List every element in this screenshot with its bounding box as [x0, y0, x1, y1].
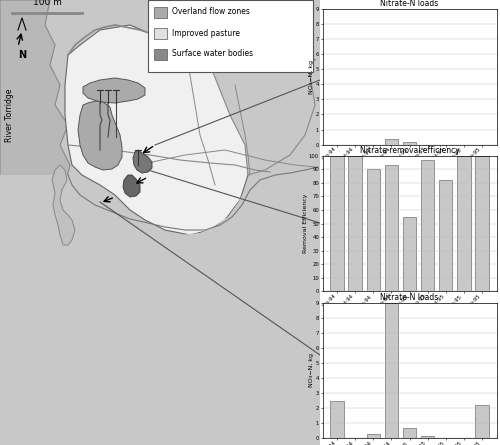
- Text: Overland flow zones: Overland flow zones: [172, 8, 250, 16]
- Bar: [384, 139, 398, 145]
- Y-axis label: NO₃−N, kg: NO₃−N, kg: [310, 60, 314, 94]
- Bar: [154, 7, 167, 18]
- Text: N: N: [18, 50, 26, 60]
- Bar: [402, 142, 416, 145]
- Bar: [366, 434, 380, 438]
- X-axis label: Month: Month: [400, 164, 419, 169]
- Text: Improved pasture: Improved pasture: [172, 28, 240, 37]
- Bar: [421, 160, 434, 291]
- Bar: [421, 436, 434, 438]
- Polygon shape: [133, 150, 152, 173]
- Bar: [330, 156, 344, 291]
- Text: 100 m: 100 m: [32, 0, 62, 7]
- Title: Nitrate-N loads: Nitrate-N loads: [380, 0, 438, 8]
- X-axis label: Month: Month: [400, 311, 419, 316]
- Bar: [457, 156, 470, 291]
- Polygon shape: [0, 0, 75, 445]
- Polygon shape: [123, 175, 140, 197]
- Bar: [366, 170, 380, 291]
- Bar: [384, 165, 398, 291]
- Text: River Torridge: River Torridge: [6, 88, 15, 142]
- Polygon shape: [165, 25, 315, 175]
- Y-axis label: NO₃−N, kg: NO₃−N, kg: [310, 353, 314, 388]
- Polygon shape: [52, 165, 75, 245]
- Bar: [154, 49, 167, 60]
- Bar: [384, 303, 398, 438]
- Text: Surface water bodies: Surface water bodies: [172, 49, 253, 58]
- Y-axis label: Removal Efficiency: Removal Efficiency: [302, 194, 308, 253]
- Bar: [148, 0, 313, 72]
- Polygon shape: [78, 101, 122, 170]
- Bar: [402, 428, 416, 438]
- Bar: [475, 156, 488, 291]
- Bar: [154, 28, 167, 39]
- Bar: [439, 437, 452, 438]
- Bar: [348, 156, 362, 291]
- Polygon shape: [0, 165, 315, 445]
- Polygon shape: [83, 78, 145, 103]
- Title: Nitrate-N loads: Nitrate-N loads: [380, 293, 438, 302]
- Bar: [402, 217, 416, 291]
- Bar: [330, 400, 344, 438]
- Title: Nitrate removal efficiency: Nitrate removal efficiency: [360, 146, 460, 155]
- Bar: [475, 405, 488, 438]
- Polygon shape: [65, 25, 250, 235]
- Bar: [439, 180, 452, 291]
